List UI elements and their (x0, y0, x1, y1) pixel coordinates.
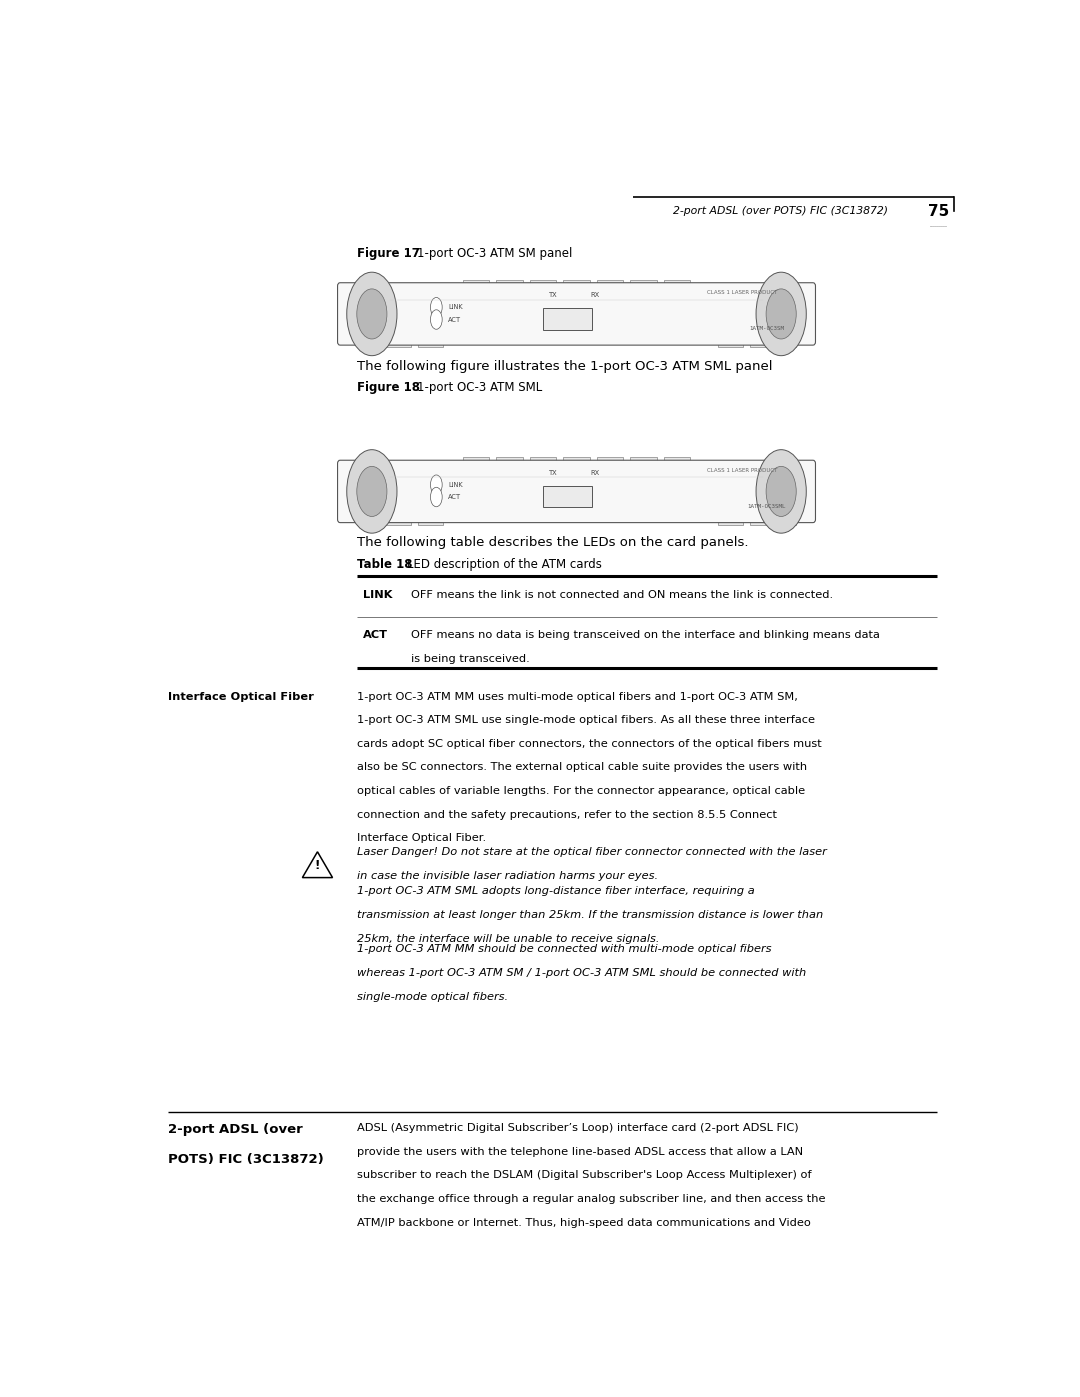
Polygon shape (302, 852, 333, 877)
Text: ADSL (Asymmetric Digital Subscriber’s Loop) interface card (2-port ADSL FIC): ADSL (Asymmetric Digital Subscriber’s Lo… (356, 1123, 798, 1133)
Text: 1-port OC-3 ATM SM panel: 1-port OC-3 ATM SM panel (417, 247, 572, 260)
Text: OFF means the link is not connected and ON means the link is connected.: OFF means the link is not connected and … (411, 591, 834, 601)
Ellipse shape (347, 450, 397, 534)
Text: also be SC connectors. The external optical cable suite provides the users with: also be SC connectors. The external opti… (356, 763, 807, 773)
Text: 1ATM-OC3SML: 1ATM-OC3SML (747, 504, 786, 509)
Text: RX: RX (591, 469, 599, 476)
Text: LINK: LINK (448, 482, 462, 488)
Text: ACT: ACT (448, 495, 461, 500)
Text: optical cables of variable lengths. For the connector appearance, optical cable: optical cables of variable lengths. For … (356, 787, 805, 796)
Text: single-mode optical fibers.: single-mode optical fibers. (356, 992, 508, 1002)
Text: is being transceived.: is being transceived. (411, 654, 530, 664)
Bar (543, 486, 592, 507)
Text: ACT: ACT (363, 630, 388, 640)
Bar (543, 309, 592, 330)
Bar (596, 457, 623, 464)
Bar (718, 342, 743, 348)
Text: 2-port ADSL (over POTS) FIC (3C13872): 2-port ADSL (over POTS) FIC (3C13872) (673, 205, 889, 215)
Ellipse shape (431, 310, 442, 330)
Text: LINK: LINK (448, 305, 462, 310)
Text: 1-port OC-3 ATM SML: 1-port OC-3 ATM SML (417, 380, 542, 394)
Text: cards adopt SC optical fiber connectors, the connectors of the optical fibers mu: cards adopt SC optical fiber connectors,… (356, 739, 822, 749)
Ellipse shape (431, 475, 442, 495)
Text: Figure 17: Figure 17 (356, 247, 420, 260)
Bar (718, 520, 743, 525)
Text: 25km, the interface will be unable to receive signals.: 25km, the interface will be unable to re… (356, 933, 659, 943)
Text: The following table describes the LEDs on the card panels.: The following table describes the LEDs o… (356, 535, 748, 549)
Text: Figure 18: Figure 18 (356, 380, 420, 394)
FancyBboxPatch shape (338, 460, 815, 522)
Text: LED description of the ATM cards: LED description of the ATM cards (407, 559, 602, 571)
Text: POTS) FIC (3C13872): POTS) FIC (3C13872) (168, 1153, 324, 1166)
Bar (462, 457, 489, 464)
Bar (529, 279, 556, 286)
Text: Laser Danger! Do not stare at the optical fiber connector connected with the las: Laser Danger! Do not stare at the optica… (356, 848, 826, 858)
Ellipse shape (356, 289, 387, 339)
Text: Interface Optical Fiber: Interface Optical Fiber (168, 692, 314, 701)
Text: 1-port OC-3 ATM MM uses multi-mode optical fibers and 1-port OC-3 ATM SM,: 1-port OC-3 ATM MM uses multi-mode optic… (356, 692, 798, 701)
Text: ATM/IP backbone or Internet. Thus, high-speed data communications and Video: ATM/IP backbone or Internet. Thus, high-… (356, 1218, 811, 1228)
Bar (630, 457, 657, 464)
Text: 2-port ADSL (over: 2-port ADSL (over (168, 1123, 303, 1136)
Ellipse shape (756, 272, 807, 356)
Text: TX: TX (549, 469, 557, 476)
Ellipse shape (347, 272, 397, 356)
Text: whereas 1-port OC-3 ATM SM / 1-port OC-3 ATM SML should be connected with: whereas 1-port OC-3 ATM SM / 1-port OC-3… (356, 968, 806, 978)
Text: CLASS 1 LASER PRODUCT: CLASS 1 LASER PRODUCT (707, 291, 778, 295)
Ellipse shape (356, 467, 387, 517)
Text: connection and the safety precautions, refer to the section 8.5.5 Connect: connection and the safety precautions, r… (356, 810, 777, 820)
Text: in case the invisible laser radiation harms your eyes.: in case the invisible laser radiation ha… (356, 872, 658, 882)
Text: provide the users with the telephone line-based ADSL access that allow a LAN: provide the users with the telephone lin… (356, 1147, 802, 1157)
Text: 1-port OC-3 ATM SML use single-mode optical fibers. As all these three interface: 1-port OC-3 ATM SML use single-mode opti… (356, 715, 814, 725)
Bar (751, 520, 796, 525)
Text: .........: ......... (930, 224, 947, 228)
Bar (563, 457, 590, 464)
Ellipse shape (431, 298, 442, 317)
Bar (418, 342, 443, 348)
Ellipse shape (431, 488, 442, 507)
Bar (496, 279, 523, 286)
Text: RX: RX (591, 292, 599, 299)
Bar (529, 457, 556, 464)
Text: 1-port OC-3 ATM MM should be connected with multi-mode optical fibers: 1-port OC-3 ATM MM should be connected w… (356, 944, 771, 954)
Text: 75: 75 (928, 204, 949, 219)
Bar (630, 279, 657, 286)
Text: OFF means no data is being transceived on the interface and blinking means data: OFF means no data is being transceived o… (411, 630, 880, 640)
Text: 1-port OC-3 ATM SML adopts long-distance fiber interface, requiring a: 1-port OC-3 ATM SML adopts long-distance… (356, 886, 755, 897)
Bar (496, 457, 523, 464)
Ellipse shape (766, 467, 796, 517)
Bar (751, 342, 796, 348)
Bar (462, 279, 489, 286)
Bar (663, 457, 690, 464)
Bar (356, 342, 411, 348)
Text: ACT: ACT (448, 317, 461, 323)
FancyBboxPatch shape (338, 282, 815, 345)
Text: LINK: LINK (363, 591, 392, 601)
Bar (663, 279, 690, 286)
Text: Table 18: Table 18 (356, 559, 413, 571)
Text: subscriber to reach the DSLAM (Digital Subscriber's Loop Access Multiplexer) of: subscriber to reach the DSLAM (Digital S… (356, 1171, 811, 1180)
Text: CLASS 1 LASER PRODUCT: CLASS 1 LASER PRODUCT (707, 468, 778, 472)
Ellipse shape (756, 450, 807, 534)
Text: The following figure illustrates the 1-port OC-3 ATM SML panel: The following figure illustrates the 1-p… (356, 360, 772, 373)
Text: 1ATM-OC3SM: 1ATM-OC3SM (750, 326, 784, 331)
Bar (356, 520, 411, 525)
Ellipse shape (766, 289, 796, 339)
Text: the exchange office through a regular analog subscriber line, and then access th: the exchange office through a regular an… (356, 1194, 825, 1204)
Text: Interface Optical Fiber.: Interface Optical Fiber. (356, 834, 486, 844)
Text: transmission at least longer than 25km. If the transmission distance is lower th: transmission at least longer than 25km. … (356, 909, 823, 919)
Text: !: ! (314, 859, 320, 872)
Text: TX: TX (549, 292, 557, 299)
Bar (596, 279, 623, 286)
Bar (418, 520, 443, 525)
Bar (563, 279, 590, 286)
